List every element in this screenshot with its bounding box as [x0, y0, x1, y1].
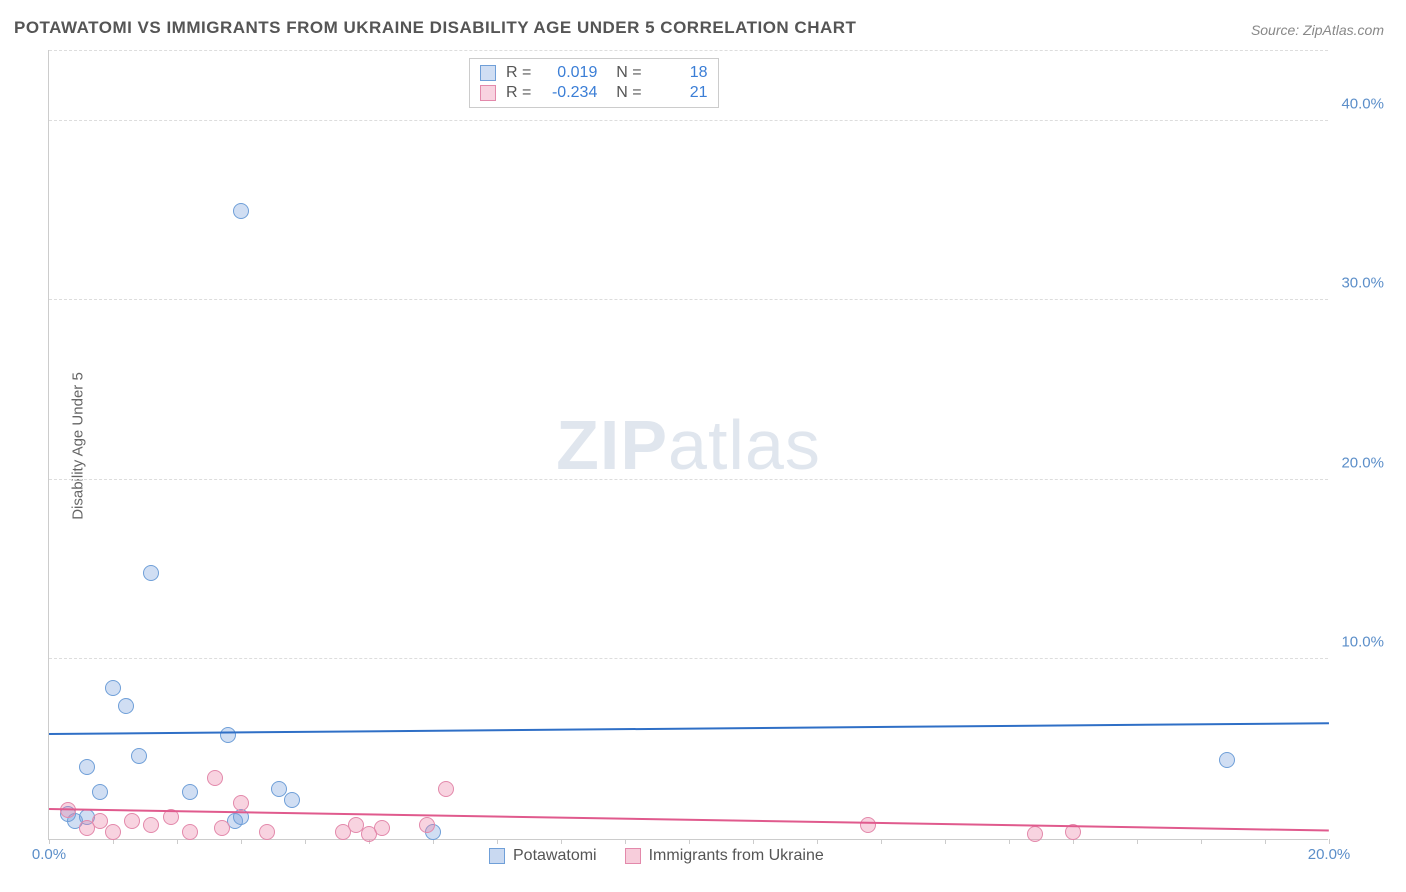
source-label: Source: ZipAtlas.com [1251, 22, 1384, 38]
r-label: R = [506, 84, 531, 102]
scatter-plot: ZIPatlas R = 0.019 N = 18 R = -0.234 N =… [48, 50, 1328, 840]
x-tick-minor [1137, 840, 1138, 844]
scatter-point [438, 781, 454, 797]
scatter-point [118, 698, 134, 714]
scatter-point [143, 565, 159, 581]
scatter-point [143, 817, 159, 833]
scatter-point [79, 759, 95, 775]
gridline [49, 50, 1328, 51]
x-tick-minor [625, 840, 626, 844]
scatter-point [233, 795, 249, 811]
x-tick [1329, 839, 1330, 844]
x-tick-minor [1201, 840, 1202, 844]
legend-swatch [625, 848, 641, 864]
gridline [49, 658, 1328, 659]
scatter-point [131, 748, 147, 764]
x-tick [49, 839, 50, 844]
scatter-point [182, 824, 198, 840]
legend-item: Potawatomi [489, 847, 597, 865]
n-label: N = [607, 64, 641, 82]
legend-row-potawatomi: R = 0.019 N = 18 [480, 63, 708, 83]
x-tick-minor [1265, 840, 1266, 844]
chart-title: POTAWATOMI VS IMMIGRANTS FROM UKRAINE DI… [14, 18, 856, 38]
correlation-legend: R = 0.019 N = 18 R = -0.234 N = 21 [469, 58, 719, 108]
x-tick-minor [305, 840, 306, 844]
scatter-point [92, 784, 108, 800]
watermark-rest: atlas [668, 406, 821, 484]
x-tick-minor [433, 840, 434, 844]
watermark: ZIPatlas [556, 405, 821, 485]
x-tick-label: 20.0% [1308, 846, 1351, 863]
y-tick-label: 30.0% [1341, 275, 1384, 292]
scatter-point [105, 824, 121, 840]
r-label: R = [506, 64, 531, 82]
x-tick-minor [177, 840, 178, 844]
scatter-point [374, 820, 390, 836]
x-tick [689, 839, 690, 844]
gridline [49, 120, 1328, 121]
x-tick [1009, 839, 1010, 844]
x-tick-minor [241, 840, 242, 844]
legend-label: Potawatomi [513, 847, 597, 865]
scatter-point [1219, 752, 1235, 768]
x-tick-minor [113, 840, 114, 844]
scatter-point [860, 817, 876, 833]
scatter-point [233, 203, 249, 219]
scatter-point [214, 820, 230, 836]
legend-row-ukraine: R = -0.234 N = 21 [480, 83, 708, 103]
scatter-point [220, 727, 236, 743]
y-tick-label: 20.0% [1341, 454, 1384, 471]
x-tick-minor [753, 840, 754, 844]
watermark-bold: ZIP [556, 406, 668, 484]
x-tick-minor [497, 840, 498, 844]
x-tick-minor [945, 840, 946, 844]
swatch-ukraine [480, 85, 496, 101]
gridline [49, 299, 1328, 300]
scatter-point [1027, 826, 1043, 842]
x-tick-label: 0.0% [32, 846, 66, 863]
scatter-point [124, 813, 140, 829]
x-tick-minor [1073, 840, 1074, 844]
n-value-potawatomi: 18 [652, 64, 708, 82]
n-label: N = [607, 84, 641, 102]
scatter-point [259, 824, 275, 840]
scatter-point [207, 770, 223, 786]
legend-swatch [489, 848, 505, 864]
legend-label: Immigrants from Ukraine [649, 847, 824, 865]
n-value-ukraine: 21 [652, 84, 708, 102]
gridline [49, 479, 1328, 480]
scatter-point [105, 680, 121, 696]
scatter-point [419, 817, 435, 833]
legend-item: Immigrants from Ukraine [625, 847, 824, 865]
trend-line [49, 722, 1329, 735]
x-tick-minor [561, 840, 562, 844]
scatter-point [182, 784, 198, 800]
y-tick-label: 40.0% [1341, 95, 1384, 112]
scatter-point [284, 792, 300, 808]
swatch-potawatomi [480, 65, 496, 81]
x-tick-minor [817, 840, 818, 844]
y-tick-label: 10.0% [1341, 634, 1384, 651]
r-value-ukraine: -0.234 [541, 84, 597, 102]
r-value-potawatomi: 0.019 [541, 64, 597, 82]
x-tick-minor [881, 840, 882, 844]
series-legend: Potawatomi Immigrants from Ukraine [489, 847, 824, 865]
